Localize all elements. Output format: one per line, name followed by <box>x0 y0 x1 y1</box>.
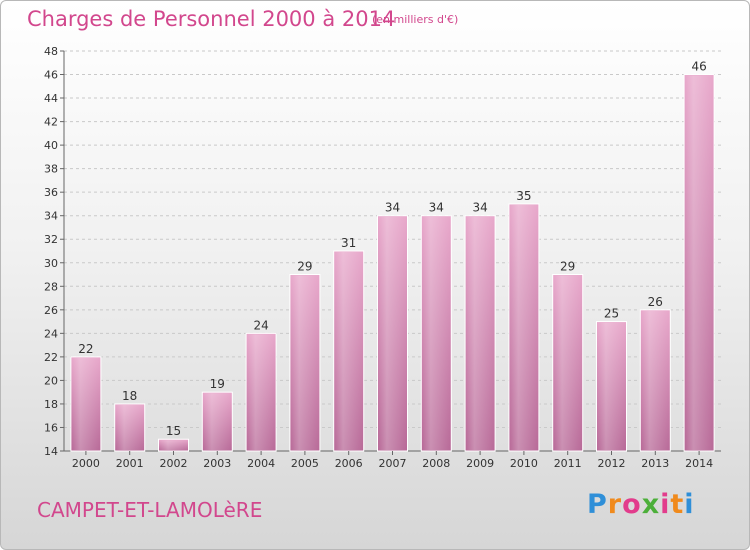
x-tick-label: 2014 <box>685 457 713 470</box>
y-tick-label: 38 <box>44 163 58 176</box>
bar-highlight <box>159 440 188 450</box>
x-tick-label: 2006 <box>335 457 363 470</box>
commune-name: CAMPET-ET-LAMOLèRE <box>37 498 263 522</box>
logo-letter: i <box>684 489 695 520</box>
x-tick-label: 2000 <box>72 457 100 470</box>
logo-letter: t <box>670 489 685 520</box>
bar-value-label: 18 <box>122 389 137 403</box>
bar-value-label: 34 <box>385 201 400 215</box>
y-tick-label: 16 <box>44 421 58 434</box>
y-tick-label: 40 <box>44 139 58 152</box>
bar-highlight <box>290 275 319 450</box>
y-tick-label: 48 <box>44 45 58 58</box>
x-tick-label: 2012 <box>598 457 626 470</box>
bar-highlight <box>597 322 626 450</box>
y-tick-label: 36 <box>44 186 58 199</box>
bar-highlight <box>466 216 495 450</box>
bar-value-label: 34 <box>429 201 444 215</box>
chart-title: Charges de Personnel 2000 à 2014 <box>27 7 396 31</box>
logo-letter: i <box>660 489 671 520</box>
bar-value-label: 46 <box>691 60 706 74</box>
bar-highlight <box>115 404 144 450</box>
chart-unit: (en milliers d'€) <box>372 13 459 26</box>
y-tick-label: 26 <box>44 304 58 317</box>
y-tick-label: 32 <box>44 233 58 246</box>
bar-value-label: 15 <box>166 424 181 438</box>
bar-value-label: 34 <box>472 201 487 215</box>
y-tick-label: 28 <box>44 280 58 293</box>
y-tick-label: 44 <box>44 92 58 105</box>
bar-value-label: 29 <box>560 260 575 274</box>
bar-value-label: 31 <box>341 236 356 250</box>
logo-letter: r <box>607 489 623 520</box>
bar-value-label: 26 <box>648 295 663 309</box>
bar-highlight <box>334 252 363 450</box>
bar-highlight <box>641 310 670 450</box>
x-tick-label: 2011 <box>554 457 582 470</box>
y-tick-label: 20 <box>44 374 58 387</box>
bar-highlight <box>422 216 451 450</box>
logo-letter: P <box>587 489 608 520</box>
proxiti-logo: Proxiti <box>587 489 695 520</box>
y-tick-label: 42 <box>44 116 58 129</box>
x-tick-label: 2003 <box>203 457 231 470</box>
y-tick-label: 18 <box>44 398 58 411</box>
logo-letter: x <box>641 489 661 520</box>
y-tick-label: 24 <box>44 327 58 340</box>
x-tick-label: 2009 <box>466 457 494 470</box>
bar-value-label: 19 <box>210 377 225 391</box>
bar-highlight <box>685 75 714 450</box>
bar-highlight <box>553 275 582 450</box>
y-tick-label: 14 <box>44 445 58 458</box>
x-tick-label: 2002 <box>160 457 188 470</box>
bar-highlight <box>509 204 538 450</box>
bar-value-label: 24 <box>253 318 268 332</box>
x-tick-label: 2005 <box>291 457 319 470</box>
x-tick-label: 2004 <box>247 457 275 470</box>
x-tick-label: 2010 <box>510 457 538 470</box>
x-tick-label: 2013 <box>641 457 669 470</box>
y-tick-label: 34 <box>44 210 58 223</box>
bar-highlight <box>71 357 100 450</box>
plot-area: 14 16 18 20 22 24 26 28 30 32 34 36 38 40 42 44 46 48 22 20… <box>44 45 721 470</box>
x-tick-label: 2007 <box>379 457 407 470</box>
bar-value-label: 29 <box>297 260 312 274</box>
bar-highlight <box>247 334 276 450</box>
bar-value-label: 25 <box>604 307 619 321</box>
bar-highlight <box>203 393 232 450</box>
x-tick-label: 2008 <box>422 457 450 470</box>
y-tick-label: 46 <box>44 69 58 82</box>
bar-value-label: 22 <box>78 342 93 356</box>
bar-value-label: 35 <box>516 189 531 203</box>
bar-highlight <box>378 216 407 450</box>
logo-letter: o <box>622 489 642 520</box>
x-tick-label: 2001 <box>116 457 144 470</box>
y-tick-label: 30 <box>44 257 58 270</box>
y-tick-label: 22 <box>44 351 58 364</box>
